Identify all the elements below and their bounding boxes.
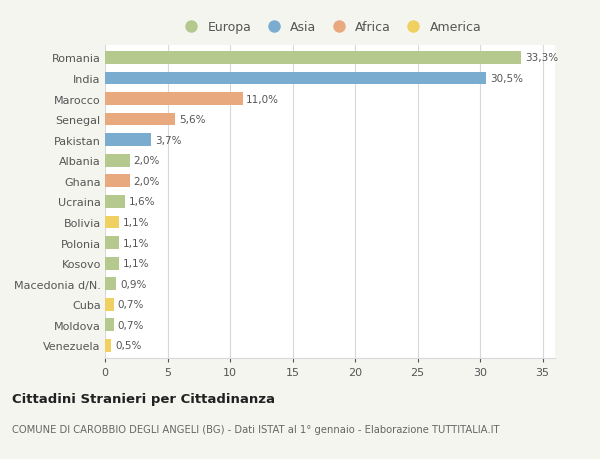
Bar (105, 73, 486, 85)
Text: 5,6%: 5,6% (179, 115, 205, 125)
Text: 2,0%: 2,0% (134, 176, 160, 186)
Text: 1,1%: 1,1% (122, 218, 149, 228)
Text: Cittadini Stranieri per Cittadinanza: Cittadini Stranieri per Cittadinanza (12, 392, 275, 405)
Text: 3,7%: 3,7% (155, 135, 182, 146)
Bar (105, 93, 242, 106)
Bar (105, 298, 114, 311)
Bar (105, 52, 521, 65)
Bar (105, 237, 119, 249)
Text: 0,7%: 0,7% (118, 320, 144, 330)
Text: 1,6%: 1,6% (129, 197, 155, 207)
Text: 0,9%: 0,9% (120, 279, 146, 289)
Bar (105, 175, 130, 188)
Bar (105, 134, 151, 147)
Bar (105, 278, 116, 291)
Text: 0,5%: 0,5% (115, 341, 142, 351)
Text: 1,1%: 1,1% (122, 258, 149, 269)
Text: 2,0%: 2,0% (134, 156, 160, 166)
Text: 30,5%: 30,5% (490, 74, 523, 84)
Legend: Europa, Asia, Africa, America: Europa, Asia, Africa, America (173, 16, 487, 39)
Bar (105, 155, 130, 167)
Bar (105, 216, 119, 229)
Text: 33,3%: 33,3% (525, 53, 558, 63)
Text: 1,1%: 1,1% (122, 238, 149, 248)
Bar (105, 257, 119, 270)
Bar (105, 113, 175, 126)
Bar (105, 319, 114, 331)
Text: 0,7%: 0,7% (118, 300, 144, 310)
Bar (105, 339, 111, 352)
Text: COMUNE DI CAROBBIO DEGLI ANGELI (BG) - Dati ISTAT al 1° gennaio - Elaborazione T: COMUNE DI CAROBBIO DEGLI ANGELI (BG) - D… (12, 425, 499, 435)
Text: 11,0%: 11,0% (246, 94, 279, 104)
Bar (105, 196, 125, 208)
